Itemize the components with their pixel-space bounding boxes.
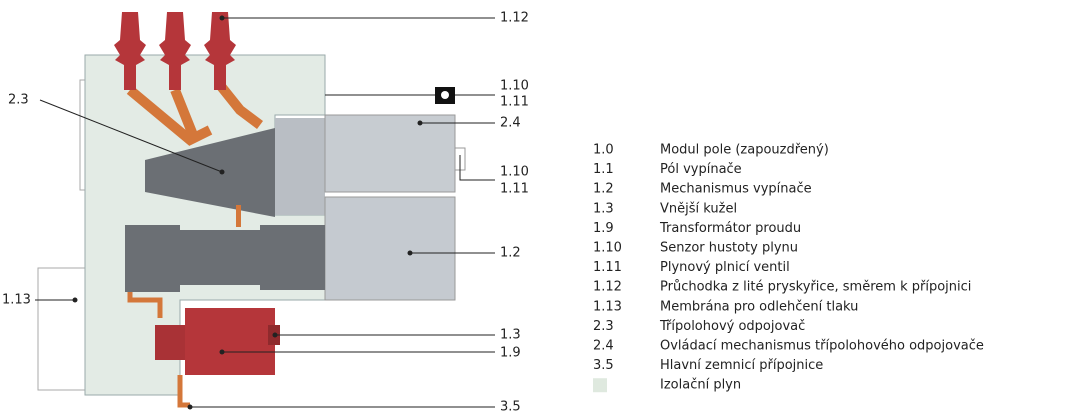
legend-code: 1.1 [593,162,614,177]
legend-text: Izolační plyn [660,378,741,393]
earth-bar [180,375,190,405]
legend-text: Mechanismus vypínače [660,182,812,197]
breaker-pole [125,225,325,292]
legend-text: Vnější kužel [660,201,737,216]
legend-text: Ovládací mechanismus třípolohového odpoj… [660,339,984,354]
legend-text: Plynový plnicí ventil [660,260,790,275]
legend-text: Transformátor proudu [659,221,801,236]
callout: 1.9 [500,346,521,361]
callout: 2.3 [8,93,29,108]
callout: 2.4 [500,116,521,131]
bushings [114,12,236,90]
legend-code: 1.11 [593,260,622,275]
legend-code: 1.10 [593,241,622,256]
legend-code: 2.4 [593,339,614,354]
legend-code: 2.3 [593,319,614,334]
legend: 1.0 Modul pole (zapouzdřený) 1.1 Pól vypína… [593,143,984,393]
legend-code: 1.9 [593,221,614,236]
legend-text: Modul pole (zapouzdřený) [660,143,829,158]
pressure-relief-box [38,268,85,390]
callout: 1.11 [500,95,529,110]
disconnector-mechanism [325,115,455,192]
legend-text: Senzor hustoty plynu [660,241,798,256]
legend-swatch [593,378,607,392]
legend-code: 1.13 [593,299,622,314]
drive-link [275,118,325,215]
legend-text: Membrána pro odlehčení tlaku [660,299,858,314]
legend-code: 1.2 [593,182,614,197]
callout: 3.5 [500,400,521,414]
breaker-mechanism [325,197,455,300]
callout: 1.10 [500,165,529,180]
callout: 1.13 [2,293,31,308]
current-transformer [185,308,275,375]
legend-code: 1.0 [593,143,614,158]
callout: 1.11 [500,182,529,197]
link [236,205,241,227]
callout: 1.2 [500,246,521,261]
callout: 1.3 [500,328,521,343]
callout: 1.12 [500,11,529,26]
diagram: 1.12 1.10 1.11 2.3 2.4 1.10 1.11 1.2 1.1… [0,0,1071,414]
switchgear-drawing [38,12,465,405]
legend-code: 1.3 [593,201,614,216]
outer-cone [155,325,187,360]
legend-text: Hlavní zemnicí přípojnice [660,358,823,373]
legend-text: Třípolohový odpojovač [659,319,805,334]
callout: 1.10 [500,79,529,94]
legend-text: Pól vypínače [660,162,742,177]
sensor-dot [441,91,449,99]
legend-code: 3.5 [593,358,614,373]
legend-code: 1.12 [593,280,622,295]
legend-text: Průchodka z lité pryskyřice, směrem k př… [660,280,971,295]
